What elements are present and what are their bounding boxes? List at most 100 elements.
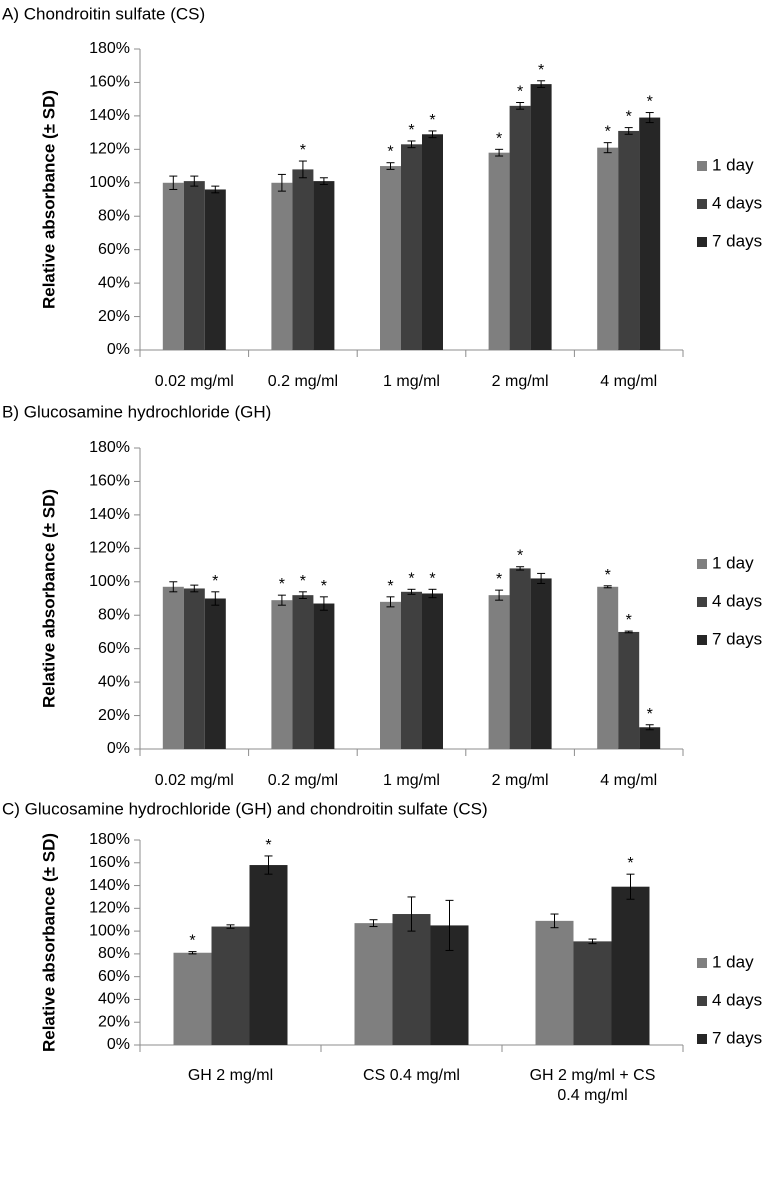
panel-a-category-label: 0.02 mg/ml <box>155 373 234 390</box>
panel-a-ylabel: Relative absorbance (± SD) <box>39 90 58 309</box>
panel-b-significance-star: * <box>321 578 327 595</box>
panel-b-significance-star: * <box>300 573 306 590</box>
panel-a-category-label: 2 mg/ml <box>492 373 549 390</box>
panel-a-legend-swatch <box>697 237 707 247</box>
panel-c-ytick-label: 0% <box>107 1036 130 1053</box>
panel-b-bar-1-day <box>163 587 184 749</box>
panel-a-legend-label: 4 days <box>712 193 762 212</box>
panel-a-bar-7-days <box>639 118 660 350</box>
panel-b-significance-star: * <box>279 576 285 593</box>
panel-c-ytick-label: 20% <box>98 1013 130 1030</box>
panel-b-significance-star: * <box>408 570 414 587</box>
panel-c-category-label: 0.4 mg/ml <box>557 1087 627 1104</box>
panel-b-ytick-label: 80% <box>98 606 130 623</box>
panel-a-significance-star: * <box>517 84 523 101</box>
panel-a-ytick-label: 80% <box>98 207 130 224</box>
panel-c-title: C) Glucosamine hydrochloride (GH) and ch… <box>2 799 488 818</box>
panel-b-ytick-label: 40% <box>98 673 130 690</box>
panel-c-legend-swatch <box>697 958 707 968</box>
panel-a-ytick-label: 60% <box>98 241 130 258</box>
panel-a-significance-star: * <box>605 124 611 141</box>
panel-b-legend-swatch <box>697 597 707 607</box>
panel-b-significance-star: * <box>626 612 632 629</box>
panel-c-bar-4-days <box>393 914 431 1045</box>
panel-b-ytick-label: 100% <box>89 573 130 590</box>
panel-c-ytick-label: 100% <box>89 922 130 939</box>
panel-a-bar-7-days <box>531 84 552 350</box>
panel-c-ytick-label: 60% <box>98 968 130 985</box>
panel-a-bar-7-days <box>422 134 443 350</box>
panel-a-category-label: 4 mg/ml <box>600 373 657 390</box>
panel-c-bar-1-day <box>174 953 212 1045</box>
panel-c-ytick-label: 160% <box>89 854 130 871</box>
panel-c-bar-4-days <box>212 927 250 1045</box>
panel-c-bar-4-days <box>574 941 612 1045</box>
panel-a-significance-star: * <box>626 109 632 126</box>
panel-c-bar-7-days <box>250 865 288 1045</box>
panel-a-ytick-label: 140% <box>89 107 130 124</box>
panel-c-ytick-label: 180% <box>89 831 130 848</box>
panel-c-legend-swatch <box>697 1034 707 1044</box>
panel-c-ylabel: Relative absorbance (± SD) <box>39 833 58 1052</box>
panel-a-bar-4-days <box>510 106 531 350</box>
panel-b-bar-7-days <box>422 593 443 749</box>
panel-a-category-label: 0.2 mg/ml <box>268 373 338 390</box>
panel-c-ytick-label: 80% <box>98 945 130 962</box>
panel-a-ytick-label: 180% <box>89 40 130 57</box>
panel-b-bar-1-day <box>489 595 510 749</box>
panel-b-bar-1-day <box>271 600 292 749</box>
panel-a-ytick-label: 20% <box>98 308 130 325</box>
panel-b-ytick-label: 160% <box>89 473 130 490</box>
panel-b-bar-7-days <box>531 578 552 749</box>
panel-a-significance-star: * <box>647 94 653 111</box>
panel-b-significance-star: * <box>212 573 218 590</box>
panel-b-bar-4-days <box>618 632 639 749</box>
panel-a-legend-swatch <box>697 199 707 209</box>
panel-b-bar-4-days <box>184 588 205 749</box>
panel-a-bar-1-day <box>489 153 510 350</box>
panel-c-ytick-label: 140% <box>89 877 130 894</box>
panel-c-ytick-label: 120% <box>89 900 130 917</box>
panel-a-significance-star: * <box>300 142 306 159</box>
panel-b-legend-swatch <box>697 635 707 645</box>
panel-b-significance-star: * <box>387 578 393 595</box>
panel-a-ytick-label: 0% <box>107 341 130 358</box>
panel-b-bar-1-day <box>380 602 401 749</box>
panel-a-bar-7-days <box>205 189 226 350</box>
panel-c-bar-1-day <box>536 921 574 1045</box>
panel-c-significance-star: * <box>189 933 195 950</box>
panel-a-bar-4-days <box>292 169 313 350</box>
panel-c-legend-swatch <box>697 996 707 1006</box>
panel-a-legend-label: 7 days <box>712 231 762 250</box>
panel-a-bar-7-days <box>313 181 334 350</box>
panel-b-category-label: 2 mg/ml <box>492 772 549 789</box>
panel-b-bar-7-days <box>313 604 334 749</box>
panel-c-legend-label: 7 days <box>712 1028 762 1047</box>
panel-b-ytick-label: 20% <box>98 707 130 724</box>
panel-b-legend-label: 4 days <box>712 591 762 610</box>
panel-a-significance-star: * <box>496 130 502 147</box>
figure-svg: A) Chondroitin sulfate (CS) 0% 20% 40% 60% 80… <box>0 0 768 1184</box>
panel-b-significance-star: * <box>605 567 611 584</box>
panel-b-ytick-label: 0% <box>107 740 130 757</box>
panel-a-significance-star: * <box>408 122 414 139</box>
panel-c-category-label: CS 0.4 mg/ml <box>363 1067 460 1084</box>
panel-b-ytick-label: 60% <box>98 640 130 657</box>
panel-a-significance-star: * <box>387 144 393 161</box>
panel-b-bar-4-days <box>401 592 422 749</box>
figure: A) Chondroitin sulfate (CS) 0% 20% 40% 60% 80… <box>0 0 768 1184</box>
panel-a-bar-1-day <box>271 183 292 350</box>
panel-a-legend-label: 1 day <box>712 155 754 174</box>
panel-c-legend-label: 1 day <box>712 952 754 971</box>
panel-a-ytick-label: 100% <box>89 174 130 191</box>
panel-b-category-label: 1 mg/ml <box>383 772 440 789</box>
panel-a-bar-4-days <box>618 131 639 350</box>
panel-b-bar-7-days <box>639 727 660 749</box>
panel-b-bar-7-days <box>205 599 226 750</box>
panel-a-significance-star: * <box>429 112 435 129</box>
panel-c-bar-1-day <box>355 923 393 1045</box>
panel-c-category-label: GH 2 mg/ml <box>188 1067 273 1084</box>
panel-a-title: A) Chondroitin sulfate (CS) <box>2 4 205 23</box>
panel-b-significance-star: * <box>496 571 502 588</box>
panel-b-ytick-label: 120% <box>89 540 130 557</box>
